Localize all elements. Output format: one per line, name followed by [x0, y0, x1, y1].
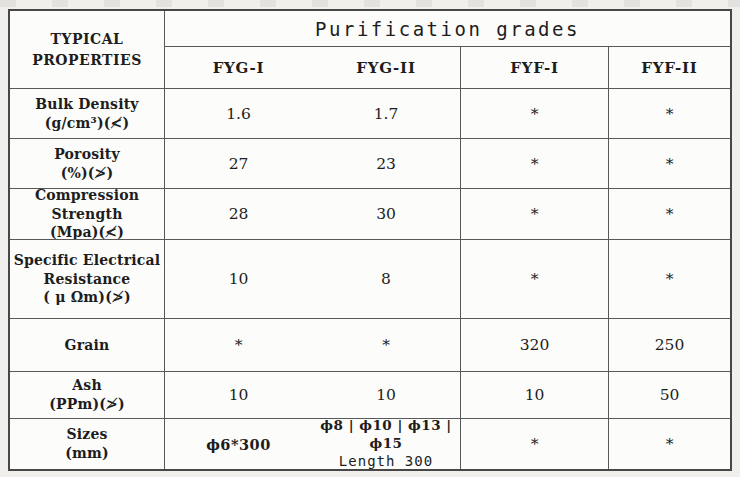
row-label-line: Ash	[72, 376, 102, 395]
cell-porosity-fyf2: *	[608, 138, 730, 188]
scan-noise	[0, 0, 740, 7]
column-header-fyg-2: FYG-II	[312, 47, 460, 88]
row-label-line: Sizes	[66, 425, 107, 444]
cell-bulk-density-fyf2: *	[608, 88, 730, 138]
cell-compression-fyf1: *	[460, 188, 608, 239]
grades-title: Purification grades	[165, 11, 730, 47]
row-label-unit: (%)(≯)	[61, 164, 114, 183]
cell-sizes-fyg1: ϕ6*300	[165, 418, 312, 469]
corner-header-line1: TYPICAL	[51, 29, 124, 50]
column-header-fyf-1: FYF-I	[460, 47, 608, 88]
cell-ash-fyf2: 50	[608, 371, 730, 418]
row-label-line: Resistance	[44, 270, 131, 289]
cell-resistance-fyf2: *	[608, 239, 730, 318]
cell-bulk-density-fyg1: 1.6	[165, 88, 312, 138]
cell-porosity-fyg1: 27	[165, 138, 312, 188]
corner-header-line2: PROPERTIES	[32, 50, 142, 71]
cell-sizes-fyf1: *	[460, 418, 608, 469]
sizes-length: Length 300	[339, 452, 433, 470]
row-label-sizes: Sizes (mm)	[10, 418, 165, 469]
corner-header-typical-properties: TYPICAL PROPERTIES	[10, 11, 165, 88]
cell-resistance-fyf1: *	[460, 239, 608, 318]
row-label-unit: ( μ Ωm)(≯)	[43, 288, 131, 307]
row-label-ash: Ash (PPm)(≯)	[10, 371, 165, 418]
cell-porosity-fyf1: *	[460, 138, 608, 188]
row-label-unit: (mm)	[65, 444, 109, 463]
cell-grain-fyf1: 320	[460, 318, 608, 371]
cell-bulk-density-fyf1: *	[460, 88, 608, 138]
cell-grain-fyg1: *	[165, 318, 312, 371]
cell-compression-fyg2: 30	[312, 188, 460, 239]
row-label-porosity: Porosity (%)(≯)	[10, 138, 165, 188]
cell-compression-fyf2: *	[608, 188, 730, 239]
row-label-line: Grain	[65, 336, 110, 355]
cell-bulk-density-fyg2: 1.7	[312, 88, 460, 138]
row-label-unit: (g/cm³)(≮)	[45, 114, 130, 133]
cell-ash-fyf1: 10	[460, 371, 608, 418]
row-label-line: Specific Electrical	[14, 251, 161, 270]
row-label-grain: Grain	[10, 318, 165, 371]
cell-grain-fyf2: 250	[608, 318, 730, 371]
cell-resistance-fyg2: 8	[312, 239, 460, 318]
row-label-compression-strength: Compression Strength (Mpa)(≮)	[10, 188, 165, 239]
cell-grain-fyg2: *	[312, 318, 460, 371]
row-label-specific-electrical-resistance: Specific Electrical Resistance ( μ Ωm)(≯…	[10, 239, 165, 318]
cell-sizes-fyg2: ϕ8 | ϕ10 | ϕ13 | ϕ15 Length 300	[312, 418, 460, 469]
cell-resistance-fyg1: 10	[165, 239, 312, 318]
row-label-line: Bulk Density	[35, 95, 138, 114]
cell-sizes-fyf2: *	[608, 418, 730, 469]
cell-compression-fyg1: 28	[165, 188, 312, 239]
row-label-unit: (PPm)(≯)	[49, 395, 125, 414]
column-header-fyg-1: FYG-I	[165, 47, 312, 88]
row-label-bulk-density: Bulk Density (g/cm³)(≮)	[10, 88, 165, 138]
row-label-line: Porosity	[54, 145, 120, 164]
row-label-line: Compression Strength	[10, 186, 164, 224]
purification-grades-table: TYPICAL PROPERTIES Purification grades F…	[8, 9, 732, 471]
cell-porosity-fyg2: 23	[312, 138, 460, 188]
cell-ash-fyg2: 10	[312, 371, 460, 418]
sizes-diameter-list: ϕ8 | ϕ10 | ϕ13 | ϕ15	[312, 417, 460, 452]
cell-ash-fyg1: 10	[165, 371, 312, 418]
column-header-fyf-2: FYF-II	[608, 47, 730, 88]
